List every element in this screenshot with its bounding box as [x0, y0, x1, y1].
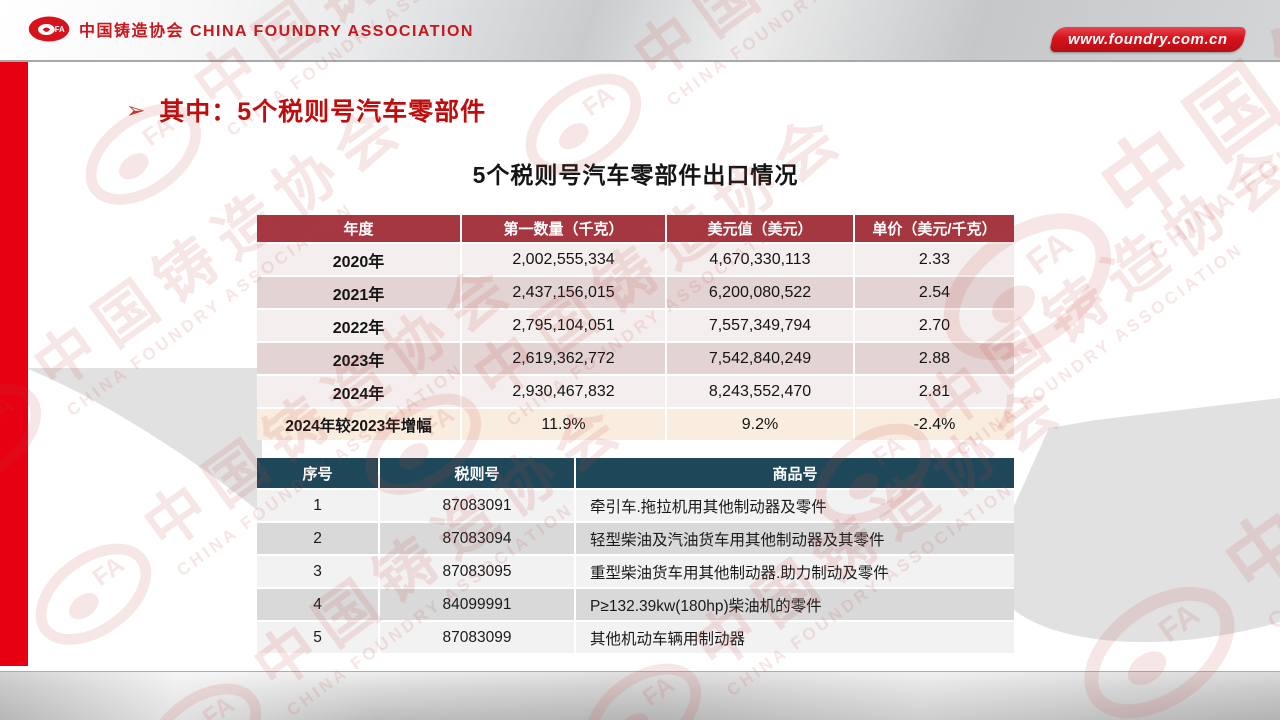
col-quantity: 第一数量（千克）	[462, 215, 667, 242]
cell-usd: 6,200,080,522	[667, 275, 855, 308]
cell-price: 2.54	[855, 275, 1014, 308]
cell-usd: 7,557,349,794	[667, 308, 855, 341]
cell-product: 重型柴油货车用其他制动器.助力制动及零件	[576, 554, 1014, 587]
cell-usd: 7,542,840,249	[667, 341, 855, 374]
left-accent-bar	[0, 62, 28, 666]
svg-text:FA: FA	[55, 25, 65, 34]
brand: FA 中国铸造协会 CHINA FOUNDRY ASSOCIATION	[28, 16, 474, 42]
footer-shade	[0, 672, 1280, 720]
cell-year: 2023年	[257, 341, 462, 374]
cell-quantity: 2,619,362,772	[462, 341, 667, 374]
cell-quantity: 2,437,156,015	[462, 275, 667, 308]
cell-product: 牵引车.拖拉机用其他制动器及零件	[576, 488, 1014, 521]
cell-usd: 9.2%	[667, 407, 855, 440]
brand-text: 中国铸造协会 CHINA FOUNDRY ASSOCIATION	[79, 23, 474, 40]
cell-quantity: 2,795,104,051	[462, 308, 667, 341]
cell-quantity: 2,930,467,832	[462, 374, 667, 407]
table-row: 4 84099991 P≥132.39kw(180hp)柴油机的零件	[257, 587, 1014, 620]
cell-price: 2.33	[855, 242, 1014, 275]
col-year: 年度	[257, 215, 462, 242]
cell-code: 87083095	[380, 554, 576, 587]
cell-index: 5	[257, 620, 380, 653]
cell-year: 2024年较2023年增幅	[257, 407, 462, 440]
cell-code: 84099991	[380, 587, 576, 620]
table-row: 2021年 2,437,156,015 6,200,080,522 2.54	[257, 275, 1014, 308]
table-row: 2 87083094 轻型柴油及汽油货车用其他制动器及其零件	[257, 521, 1014, 554]
col-tariff-code: 税则号	[380, 458, 576, 488]
cell-price: -2.4%	[855, 407, 1014, 440]
cell-year: 2020年	[257, 242, 462, 275]
cfa-logo-icon: FA	[28, 16, 70, 42]
code-table-header-row: 序号 税则号 商品号	[257, 458, 1014, 488]
col-usd-value: 美元值（美元）	[667, 215, 855, 242]
website-badge: www.foundry.com.cn	[1049, 27, 1247, 52]
table-row: 2020年 2,002,555,334 4,670,330,113 2.33	[257, 242, 1014, 275]
cell-quantity: 2,002,555,334	[462, 242, 667, 275]
export-table: 年度 第一数量（千克） 美元值（美元） 单价（美元/千克） 2020年 2,00…	[257, 215, 1014, 440]
cell-usd: 4,670,330,113	[667, 242, 855, 275]
cell-price: 2.88	[855, 341, 1014, 374]
table-row: 1 87083091 牵引车.拖拉机用其他制动器及零件	[257, 488, 1014, 521]
table-row-growth: 2024年较2023年增幅 11.9% 9.2% -2.4%	[257, 407, 1014, 440]
cell-price: 2.81	[855, 374, 1014, 407]
col-index: 序号	[257, 458, 380, 488]
section-heading-text: 其中：5个税则号汽车零部件	[159, 98, 487, 126]
footer-band	[0, 671, 1280, 720]
cell-year: 2022年	[257, 308, 462, 341]
cell-year: 2024年	[257, 374, 462, 407]
cell-quantity: 11.9%	[462, 407, 667, 440]
website-url: www.foundry.com.cn	[1068, 31, 1228, 48]
col-product: 商品号	[576, 458, 1014, 488]
cell-code: 87083099	[380, 620, 576, 653]
top-header: FA 中国铸造协会 CHINA FOUNDRY ASSOCIATION www.…	[0, 0, 1280, 62]
section-heading: ➢ 其中：5个税则号汽车零部件	[126, 92, 486, 128]
cell-index: 2	[257, 521, 380, 554]
cell-product: P≥132.39kw(180hp)柴油机的零件	[576, 587, 1014, 620]
table-row: 2023年 2,619,362,772 7,542,840,249 2.88	[257, 341, 1014, 374]
cell-price: 2.70	[855, 308, 1014, 341]
tariff-code-table: 序号 税则号 商品号 1 87083091 牵引车.拖拉机用其他制动器及零件 2…	[257, 458, 1014, 653]
cell-code: 87083091	[380, 488, 576, 521]
cell-usd: 8,243,552,470	[667, 374, 855, 407]
cell-index: 1	[257, 488, 380, 521]
export-table-header-row: 年度 第一数量（千克） 美元值（美元） 单价（美元/千克）	[257, 215, 1014, 242]
cell-code: 87083094	[380, 521, 576, 554]
table-row: 3 87083095 重型柴油货车用其他制动器.助力制动及零件	[257, 554, 1014, 587]
col-unit-price: 单价（美元/千克）	[855, 215, 1014, 242]
cell-product: 轻型柴油及汽油货车用其他制动器及其零件	[576, 521, 1014, 554]
table-title: 5个税则号汽车零部件出口情况	[472, 162, 799, 188]
table-row: 2024年 2,930,467,832 8,243,552,470 2.81	[257, 374, 1014, 407]
cell-index: 4	[257, 587, 380, 620]
cell-product: 其他机动车辆用制动器	[576, 620, 1014, 653]
table-row: 2022年 2,795,104,051 7,557,349,794 2.70	[257, 308, 1014, 341]
cell-index: 3	[257, 554, 380, 587]
arrow-bullet-icon: ➢	[126, 96, 146, 123]
table-row: 5 87083099 其他机动车辆用制动器	[257, 620, 1014, 653]
cell-year: 2021年	[257, 275, 462, 308]
